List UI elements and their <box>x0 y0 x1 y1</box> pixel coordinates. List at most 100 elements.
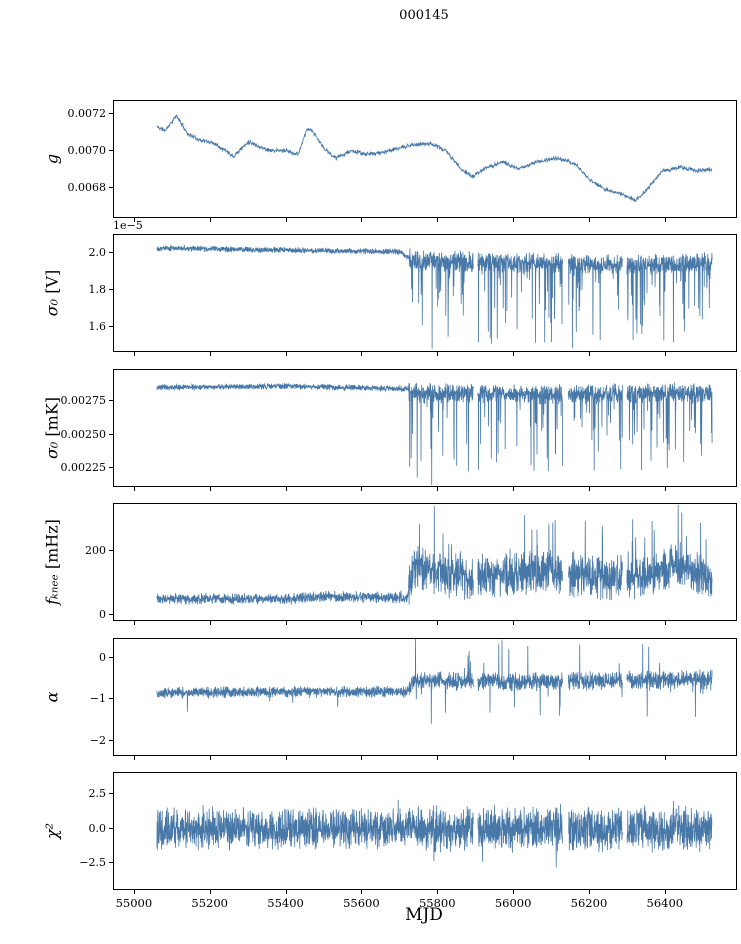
y-tick-mark <box>109 467 113 469</box>
x-tick-mark <box>285 352 287 356</box>
x-tick-mark <box>437 756 439 760</box>
y-tick-mark <box>109 792 113 794</box>
x-tick-mark <box>664 352 666 356</box>
x-tick-mark <box>588 756 590 760</box>
data-line-chi2 <box>156 799 713 868</box>
x-tick-mark <box>588 218 590 222</box>
line-plot-fknee <box>156 504 713 605</box>
line-plot-fknee-sigma0-mk <box>156 382 713 486</box>
y-tick-label-chi2: 0.0 <box>88 821 107 835</box>
x-tick-mark <box>285 890 287 894</box>
y-tick-label-sigma0-v: 2.0 <box>88 246 107 260</box>
y-tick-label-sigma0-mk: 0.00225 <box>60 461 107 475</box>
y-tick-mark <box>109 827 113 829</box>
y-tick-mark <box>109 613 113 615</box>
panel-chi2: χ² <box>43 772 737 890</box>
chart-title: 000145 <box>399 8 449 23</box>
x-tick-mark <box>133 890 135 894</box>
x-tick-mark <box>664 487 666 491</box>
y-tick-label-sigma0-mk: 0.00250 <box>60 427 107 441</box>
y-tick-label-g: 0.0068 <box>67 180 107 194</box>
line-plot-g <box>156 114 713 203</box>
y-tick-mark <box>109 252 113 254</box>
y-tick-mark <box>109 400 113 402</box>
panel-fknee: fₖₙₑₑ [mHz] <box>43 503 737 621</box>
y-tick-mark <box>109 656 113 658</box>
y-tick-label-alpha: −2 <box>89 733 106 747</box>
x-tick-mark <box>209 352 211 356</box>
x-tick-mark <box>285 487 287 491</box>
x-tick-mark <box>437 890 439 894</box>
panel-alpha: α <box>43 638 737 756</box>
x-tick-mark <box>513 352 515 356</box>
line-plot-sigma0-v <box>156 244 713 349</box>
x-tick-mark <box>133 621 135 625</box>
x-tick-label: 55600 <box>343 896 380 910</box>
y-tick-label-alpha: 0 <box>99 650 106 664</box>
data-line-sigma0-v <box>156 244 713 349</box>
x-tick-mark <box>588 621 590 625</box>
x-tick-mark <box>513 890 515 894</box>
x-tick-mark <box>361 487 363 491</box>
x-tick-mark <box>285 621 287 625</box>
y-tick-label-chi2: 2.5 <box>88 786 107 800</box>
x-tick-mark <box>437 218 439 222</box>
panel-sigma0-v: σ₀ [V] <box>43 234 737 352</box>
y-tick-label-sigma0-v: 1.8 <box>88 283 107 297</box>
x-tick-label: 55400 <box>267 896 304 910</box>
y-tick-mark <box>109 149 113 151</box>
x-tick-mark <box>437 621 439 625</box>
x-tick-mark <box>664 756 666 760</box>
y-tick-mark <box>109 862 113 864</box>
y-tick-label-alpha: −1 <box>89 692 106 706</box>
x-tick-label: 56400 <box>646 896 684 910</box>
panel-g: g <box>43 100 737 218</box>
y-tick-label-sigma0-v: 1.6 <box>88 320 107 334</box>
x-tick-label: 55000 <box>115 896 153 910</box>
y-axis-label-fknee: fₖₙₑₑ [mHz] <box>42 519 62 605</box>
y-tick-mark <box>109 698 113 700</box>
y-tick-mark <box>109 186 113 188</box>
x-tick-mark <box>133 756 135 760</box>
y-tick-mark <box>109 112 113 114</box>
x-tick-mark <box>361 621 363 625</box>
y-tick-label-fknee: 0 <box>99 607 106 621</box>
x-tick-mark <box>664 218 666 222</box>
x-tick-mark <box>588 352 590 356</box>
x-tick-mark <box>588 890 590 894</box>
panel-sigma0-mk: σ₀ [mK] <box>43 369 737 487</box>
y-tick-mark <box>109 289 113 291</box>
x-tick-mark <box>209 890 211 894</box>
x-tick-mark <box>133 487 135 491</box>
x-tick-mark <box>513 487 515 491</box>
x-tick-mark <box>513 218 515 222</box>
x-tick-mark <box>285 218 287 222</box>
x-tick-mark <box>361 352 363 356</box>
x-tick-mark <box>209 756 211 760</box>
x-tick-mark <box>285 756 287 760</box>
line-plot-alpha <box>156 639 713 724</box>
line-plot-chi2 <box>156 799 713 868</box>
y-tick-label-g: 0.0072 <box>67 106 107 120</box>
x-tick-mark <box>437 352 439 356</box>
x-tick-mark <box>361 218 363 222</box>
x-tick-label: 56000 <box>494 896 532 910</box>
y-tick-label-fknee: 200 <box>85 543 106 557</box>
x-tick-label: 55200 <box>191 896 228 910</box>
y-axis-offset-text: 1e−5 <box>113 219 143 232</box>
x-tick-mark <box>513 621 515 625</box>
data-line-fknee <box>156 504 713 605</box>
data-line-sigma0-mk <box>156 382 713 486</box>
x-tick-mark <box>133 352 135 356</box>
x-tick-label: 56200 <box>570 896 608 910</box>
x-tick-mark <box>209 487 211 491</box>
x-tick-mark <box>664 890 666 894</box>
x-tick-mark <box>437 487 439 491</box>
x-tick-mark <box>133 218 135 222</box>
x-tick-mark <box>664 621 666 625</box>
x-tick-mark <box>513 756 515 760</box>
y-tick-mark <box>109 739 113 741</box>
x-axis-label: MJD <box>405 905 443 925</box>
data-line-alpha <box>156 639 713 724</box>
